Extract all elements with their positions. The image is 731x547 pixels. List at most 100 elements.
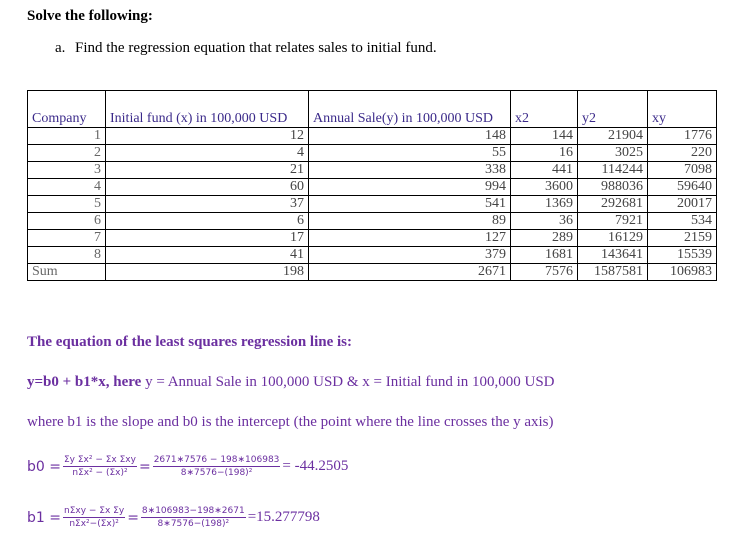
cell: 12 xyxy=(105,127,309,145)
fraction: 8∗106983−198∗2671 8∗7576−(198)² xyxy=(140,506,246,529)
sum-cell: 106983 xyxy=(647,263,717,281)
formula-b0: b0 = Σy Σx² − Σx Σxy nΣx² − (Σx)² = 2671∗757… xyxy=(27,455,348,478)
cell: 1681 xyxy=(510,246,578,264)
equation-line: y=b0 + b1*x, here y = Annual Sale in 100… xyxy=(27,374,555,391)
cell: 6 xyxy=(27,212,106,230)
cell: 89 xyxy=(308,212,511,230)
formula-b1: b1 = nΣxy − Σx Σy nΣx²−(Σx)² = 8∗106983−198∗… xyxy=(27,506,320,529)
data-table: Company Initial fund (x) in 100,000 USD An… xyxy=(27,90,717,281)
cell: 441 xyxy=(510,161,578,179)
numerator: 2671∗7576 − 198∗106983 xyxy=(152,455,281,467)
cell: 143641 xyxy=(577,246,648,264)
cell: 15539 xyxy=(647,246,717,264)
table-row: 1 12 148 144 21904 1776 xyxy=(27,127,717,145)
table-row: 7 17 127 289 16129 2159 xyxy=(27,229,717,247)
cell: 289 xyxy=(510,229,578,247)
numerator: nΣxy − Σx Σy xyxy=(62,506,126,518)
question: a. Find the regression equation that rela… xyxy=(55,40,437,57)
cell: 144 xyxy=(510,127,578,145)
slope-note: where b1 is the slope and b0 is the inte… xyxy=(27,414,554,430)
cell: 127 xyxy=(308,229,511,247)
cell: 7098 xyxy=(647,161,717,179)
sum-cell: 198 xyxy=(105,263,309,281)
table-row: 8 41 379 1681 143641 15539 xyxy=(27,246,717,264)
cell: 16129 xyxy=(577,229,648,247)
equals: = xyxy=(127,509,139,526)
cell: 988036 xyxy=(577,178,648,196)
numerator: Σy Σx² − Σx Σxy xyxy=(62,455,137,467)
cell: 60 xyxy=(105,178,309,196)
cell: 3025 xyxy=(577,144,648,162)
cell: 21904 xyxy=(577,127,648,145)
cell: 37 xyxy=(105,195,309,213)
cell: 379 xyxy=(308,246,511,264)
equation-bold: y=b0 + b1*x, here xyxy=(27,374,142,390)
formula-lhs: b1 = xyxy=(27,509,61,526)
cell: 2159 xyxy=(647,229,717,247)
cell: 41 xyxy=(105,246,309,264)
sum-cell: 1587581 xyxy=(577,263,648,281)
cell: 994 xyxy=(308,178,511,196)
column-header: y2 xyxy=(577,90,648,128)
denominator: 8∗7576−(198)² xyxy=(157,519,230,529)
numerator: 8∗106983−198∗2671 xyxy=(140,506,246,518)
column-header: xy xyxy=(647,90,717,128)
heading: The equation of the least squares regres… xyxy=(27,334,353,350)
table-row: 3 21 338 441 114244 7098 xyxy=(27,161,717,179)
cell: 7921 xyxy=(577,212,648,230)
cell: 4 xyxy=(27,178,106,196)
question-label: a. xyxy=(55,40,66,56)
cell: 1369 xyxy=(510,195,578,213)
cell: 338 xyxy=(308,161,511,179)
fraction: Σy Σx² − Σx Σxy nΣx² − (Σx)² xyxy=(62,455,137,478)
result: = -44.2505 xyxy=(282,458,349,474)
cell: 36 xyxy=(510,212,578,230)
formula-lhs: b0 = xyxy=(27,458,61,475)
cell: 541 xyxy=(308,195,511,213)
cell: 21 xyxy=(105,161,309,179)
cell: 2 xyxy=(27,144,106,162)
equation-rest: y = Annual Sale in 100,000 USD & x = Ini… xyxy=(145,374,555,390)
cell: 5 xyxy=(27,195,106,213)
sum-cell: Sum xyxy=(27,263,106,281)
table-row: 6 6 89 36 7921 534 xyxy=(27,212,717,230)
cell: 4 xyxy=(105,144,309,162)
table-row: 5 37 541 1369 292681 20017 xyxy=(27,195,717,213)
question-text: Find the regression equation that relate… xyxy=(75,40,437,56)
column-header: Annual Sale(y) in 100,000 USD xyxy=(308,90,511,128)
table-row: 4 60 994 3600 988036 59640 xyxy=(27,178,717,196)
fraction: 2671∗7576 − 198∗106983 8∗7576−(198)² xyxy=(152,455,281,478)
cell: 220 xyxy=(647,144,717,162)
cell: 7 xyxy=(27,229,106,247)
cell: 17 xyxy=(105,229,309,247)
cell: 3600 xyxy=(510,178,578,196)
denominator: nΣx² − (Σx)² xyxy=(72,468,128,478)
table-row: 2 4 55 16 3025 220 xyxy=(27,144,717,162)
equals: = xyxy=(138,458,151,475)
column-header: Company xyxy=(27,90,106,128)
cell: 20017 xyxy=(647,195,717,213)
sum-cell: 7576 xyxy=(510,263,578,281)
cell: 114244 xyxy=(577,161,648,179)
result: =15.277798 xyxy=(247,509,320,525)
cell: 1 xyxy=(27,127,106,145)
cell: 16 xyxy=(510,144,578,162)
fraction: nΣxy − Σx Σy nΣx²−(Σx)² xyxy=(62,506,126,529)
column-header: x2 xyxy=(510,90,578,128)
title: Solve the following: xyxy=(27,8,153,24)
cell: 55 xyxy=(308,144,511,162)
cell: 6 xyxy=(105,212,309,230)
cell: 534 xyxy=(647,212,717,230)
column-header: Initial fund (x) in 100,000 USD xyxy=(105,90,309,128)
cell: 292681 xyxy=(577,195,648,213)
denominator: nΣx²−(Σx)² xyxy=(69,519,119,529)
cell: 1776 xyxy=(647,127,717,145)
cell: 148 xyxy=(308,127,511,145)
cell: 59640 xyxy=(647,178,717,196)
cell: 3 xyxy=(27,161,106,179)
sum-cell: 2671 xyxy=(308,263,511,281)
cell: 8 xyxy=(27,246,106,264)
denominator: 8∗7576−(198)² xyxy=(180,468,253,478)
sum-row: Sum 198 2671 7576 1587581 106983 xyxy=(27,263,717,281)
